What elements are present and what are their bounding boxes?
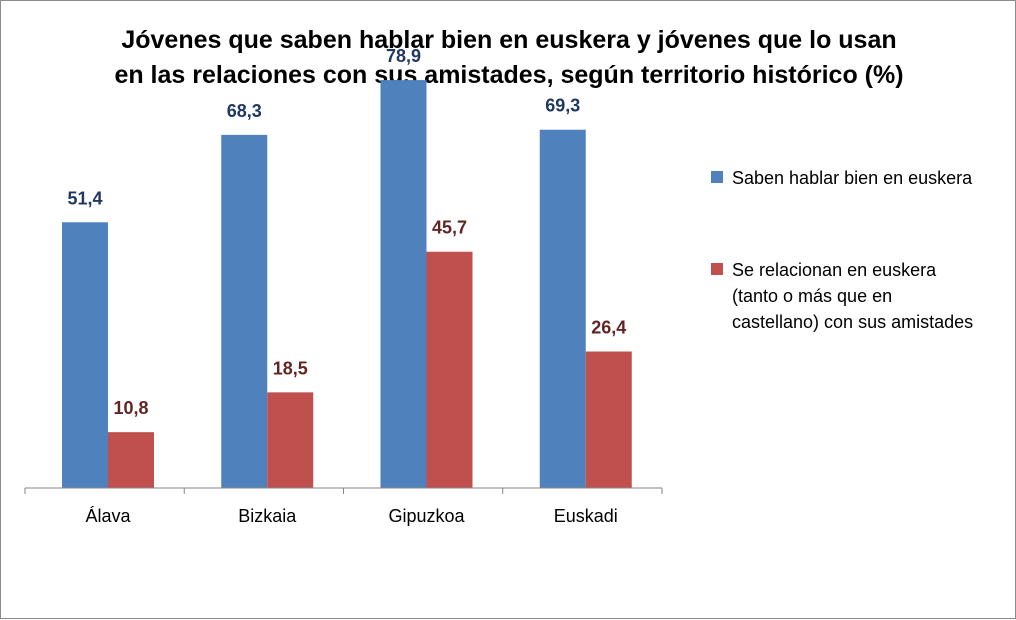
legend: Saben hablar bien en euskera Se relaciona… [711, 168, 973, 332]
plot-area: 51,4 10,8 68,3 18,5 78,9 45,7 69,3 26,4 [62, 46, 632, 488]
x-axis: Álava Bizkaia Gipuzkoa Euskadi [24, 487, 663, 526]
bar-saben-hablar-0 [62, 222, 108, 488]
bar-se-relacionan-0 [108, 432, 154, 488]
x-tick-label-0: Álava [85, 506, 131, 526]
x-tick-label-2: Gipuzkoa [388, 506, 465, 526]
data-label-saben-hablar-3: 69,3 [545, 96, 580, 116]
bar-se-relacionan-2 [426, 251, 473, 488]
data-label-se-relacionan-3: 26,4 [591, 318, 626, 338]
data-label-saben-hablar-0: 51,4 [67, 188, 102, 208]
chart-title-line-1: Jóvenes que saben hablar bien en euskera… [121, 26, 896, 54]
legend-swatch-se-relacionan [711, 263, 723, 275]
data-label-se-relacionan-2: 45,7 [432, 218, 467, 238]
chart-title-line-2: en las relaciones con sus amistades, seg… [114, 61, 903, 89]
legend-label-se-relacionan-line-2: (tanto o más que en [732, 286, 892, 306]
x-tick-label-3: Euskadi [554, 506, 618, 526]
bar-se-relacionan-1 [267, 392, 314, 488]
chart-title: Jóvenes que saben hablar bien en euskera… [114, 26, 903, 89]
x-tick-label-1: Bizkaia [238, 506, 297, 526]
bar-saben-hablar-3 [539, 129, 586, 488]
legend-label-saben-hablar-line-1: Saben hablar bien en euskera [732, 168, 973, 188]
bar-saben-hablar-2 [380, 80, 427, 488]
legend-label-se-relacionan-line-3: castellano) con sus amistades [732, 312, 973, 332]
bar-se-relacionan-3 [585, 351, 632, 488]
data-label-saben-hablar-1: 68,3 [227, 101, 262, 121]
data-label-saben-hablar-2: 78,9 [386, 46, 421, 66]
bar-saben-hablar-1 [221, 134, 268, 488]
legend-swatch-saben-hablar [711, 171, 723, 183]
data-label-se-relacionan-1: 18,5 [273, 358, 308, 378]
data-label-se-relacionan-0: 10,8 [113, 398, 148, 418]
legend-label-se-relacionan-line-1: Se relacionan en euskera [732, 260, 937, 280]
